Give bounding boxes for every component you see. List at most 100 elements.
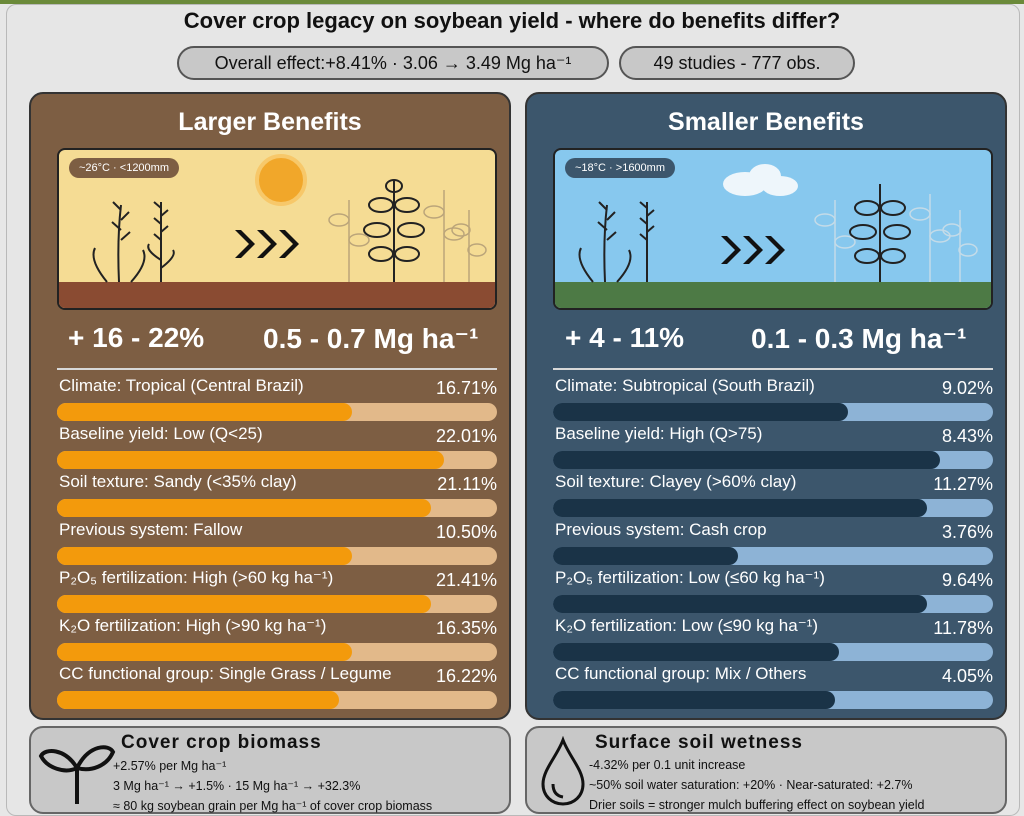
- metric-bar-track: [57, 547, 497, 565]
- metric-row: Climate: Tropical (Central Brazil) 16.71%: [57, 376, 497, 424]
- metric-row: CC functional group: Mix / Others 4.05%: [553, 664, 993, 712]
- seedling-icon: [38, 745, 116, 804]
- metric-bar-track: [553, 403, 993, 421]
- arrows-icon: [721, 236, 785, 264]
- metric-bar-fill: [553, 547, 738, 565]
- panel-heading: Larger Benefits: [178, 108, 362, 136]
- metric-bar-track: [57, 451, 497, 469]
- studies-pill: 49 studies - 777 obs.: [619, 46, 855, 80]
- biomass-line: ≈ 80 kg soybean grain per Mg ha⁻¹ of cov…: [113, 799, 433, 813]
- metric-value: 11.27%: [933, 474, 993, 494]
- wetness-box: Surface soil wetness -4.32% per 0.1 unit…: [525, 726, 1007, 814]
- metric-row: Previous system: Cash crop 3.76%: [553, 520, 993, 568]
- metric-bar-track: [553, 691, 993, 709]
- metric-value: 21.41%: [435, 570, 497, 590]
- yield-range: 0.1 - 0.3 Mg ha⁻¹: [751, 323, 967, 354]
- metric-bar-track: [57, 643, 497, 661]
- metric-bar-fill: [57, 691, 339, 709]
- divider: [553, 368, 993, 370]
- metric-label: K₂O fertilization: Low (≤90 kg ha⁻¹): [555, 616, 819, 635]
- metric-value: 8.43%: [941, 426, 993, 446]
- percent-range: + 16 - 22%: [68, 322, 205, 353]
- metric-label: Baseline yield: Low (Q<25): [59, 424, 263, 443]
- metric-value: 10.50%: [435, 522, 497, 542]
- metric-value: 4.05%: [941, 666, 993, 686]
- biomass-box: Cover crop biomass +2.57% per Mg ha⁻¹ 3 …: [29, 726, 511, 814]
- metric-bar-fill: [553, 499, 927, 517]
- metric-row: Soil texture: Sandy (<35% clay) 21.11%: [57, 472, 497, 520]
- metric-label: P₂O₅ fertilization: Low (≤60 kg ha⁻¹): [555, 568, 825, 587]
- metric-value: 22.01%: [435, 426, 497, 446]
- wetness-line: -4.32% per 0.1 unit increase: [589, 758, 746, 772]
- metric-value: 16.71%: [435, 378, 497, 398]
- metric-label: CC functional group: Single Grass / Legu…: [59, 664, 392, 683]
- climate-tag: ~18°C · >1600mm: [565, 158, 675, 178]
- larger-benefits-panel: Larger Benefits: [29, 92, 511, 720]
- metric-label: K₂O fertilization: High (>90 kg ha⁻¹): [59, 616, 327, 635]
- metric-bar-fill: [553, 643, 839, 661]
- metric-bar-track: [553, 451, 993, 469]
- metric-bar-track: [553, 547, 993, 565]
- metric-row: Climate: Subtropical (South Brazil) 9.02%: [553, 376, 993, 424]
- overall-effect-pill: Overall effect:+8.41% · 3.06 → 3.49 Mg h…: [177, 46, 609, 80]
- metric-bar-fill: [57, 499, 431, 517]
- metric-value: 9.02%: [941, 378, 993, 398]
- effect-summary: + 4 - 11% 0.1 - 0.3 Mg ha⁻¹: [527, 322, 1005, 358]
- metric-row: Previous system: Fallow 10.50%: [57, 520, 497, 568]
- metric-bar-track: [57, 595, 497, 613]
- wetness-line: Drier soils = stronger mulch buffering e…: [589, 798, 925, 812]
- page-title: Cover crop legacy on soybean yield - whe…: [183, 8, 841, 33]
- wetness-title: Surface soil wetness: [595, 732, 803, 753]
- metric-row: Soil texture: Clayey (>60% clay) 11.27%: [553, 472, 993, 520]
- cloud-icon: [723, 164, 798, 196]
- yield-range: 0.5 - 0.7 Mg ha⁻¹: [263, 323, 479, 354]
- metric-bar-fill: [57, 595, 431, 613]
- metric-value: 3.76%: [941, 522, 993, 542]
- panel-heading: Smaller Benefits: [668, 108, 864, 136]
- water-drop-icon: [541, 736, 585, 806]
- arrows-icon: [235, 230, 299, 258]
- metric-label: Baseline yield: High (Q>75): [555, 424, 763, 443]
- metric-value: 11.78%: [933, 618, 993, 638]
- metric-value: 16.22%: [435, 666, 497, 686]
- metric-row: CC functional group: Single Grass / Legu…: [57, 664, 497, 712]
- metric-row: P₂O₅ fertilization: High (>60 kg ha⁻¹) 21…: [57, 568, 497, 616]
- metric-label: P₂O₅ fertilization: High (>60 kg ha⁻¹): [59, 568, 334, 587]
- metric-label: Previous system: Cash crop: [555, 520, 767, 539]
- metric-value: 16.35%: [435, 618, 497, 638]
- biomass-title: Cover crop biomass: [121, 732, 322, 753]
- metric-bar-fill: [553, 451, 941, 469]
- metric-label: Climate: Tropical (Central Brazil): [59, 376, 304, 395]
- metric-bar-track: [553, 499, 993, 517]
- metric-bar-fill: [553, 595, 927, 613]
- metric-row: Baseline yield: High (Q>75) 8.43%: [553, 424, 993, 472]
- metric-label: CC functional group: Mix / Others: [555, 664, 807, 683]
- warm-scene-illustration: [59, 154, 495, 308]
- metric-label: Previous system: Fallow: [59, 520, 243, 539]
- metric-label: Soil texture: Sandy (<35% clay): [59, 472, 297, 491]
- metric-row: Baseline yield: Low (Q<25) 22.01%: [57, 424, 497, 472]
- metric-value: 9.64%: [941, 570, 993, 590]
- metric-bar-fill: [57, 547, 352, 565]
- wetness-line: ~50% soil water saturation: +20% · Near-…: [589, 778, 913, 792]
- metric-row: K₂O fertilization: High (>90 kg ha⁻¹) 16.…: [57, 616, 497, 664]
- metric-bar-fill: [553, 403, 848, 421]
- smaller-benefits-panel: Smaller Benefits: [525, 92, 1007, 720]
- metric-label: Climate: Subtropical (South Brazil): [555, 376, 815, 395]
- percent-range: + 4 - 11%: [565, 322, 685, 353]
- effect-summary: + 16 - 22% 0.5 - 0.7 Mg ha⁻¹: [31, 322, 509, 358]
- metric-bar-fill: [553, 691, 835, 709]
- metric-value: 21.11%: [437, 474, 497, 494]
- metric-bar-track: [553, 595, 993, 613]
- metric-bar-fill: [57, 451, 445, 469]
- metric-bar-fill: [57, 643, 352, 661]
- biomass-line: 3 Mg ha⁻¹ → +1.5% · 15 Mg ha⁻¹ → +32.3%: [113, 779, 361, 793]
- cool-scene: ~18°C · >1600mm: [553, 148, 993, 310]
- biomass-line: +2.57% per Mg ha⁻¹: [113, 759, 227, 773]
- metric-bar-track: [57, 403, 497, 421]
- metric-bar-fill: [57, 403, 352, 421]
- metric-bar-track: [57, 499, 497, 517]
- cool-scene-illustration: [555, 164, 991, 308]
- metric-row: P₂O₅ fertilization: Low (≤60 kg ha⁻¹) 9.6…: [553, 568, 993, 616]
- warm-scene: ~26°C · <1200mm: [57, 148, 497, 310]
